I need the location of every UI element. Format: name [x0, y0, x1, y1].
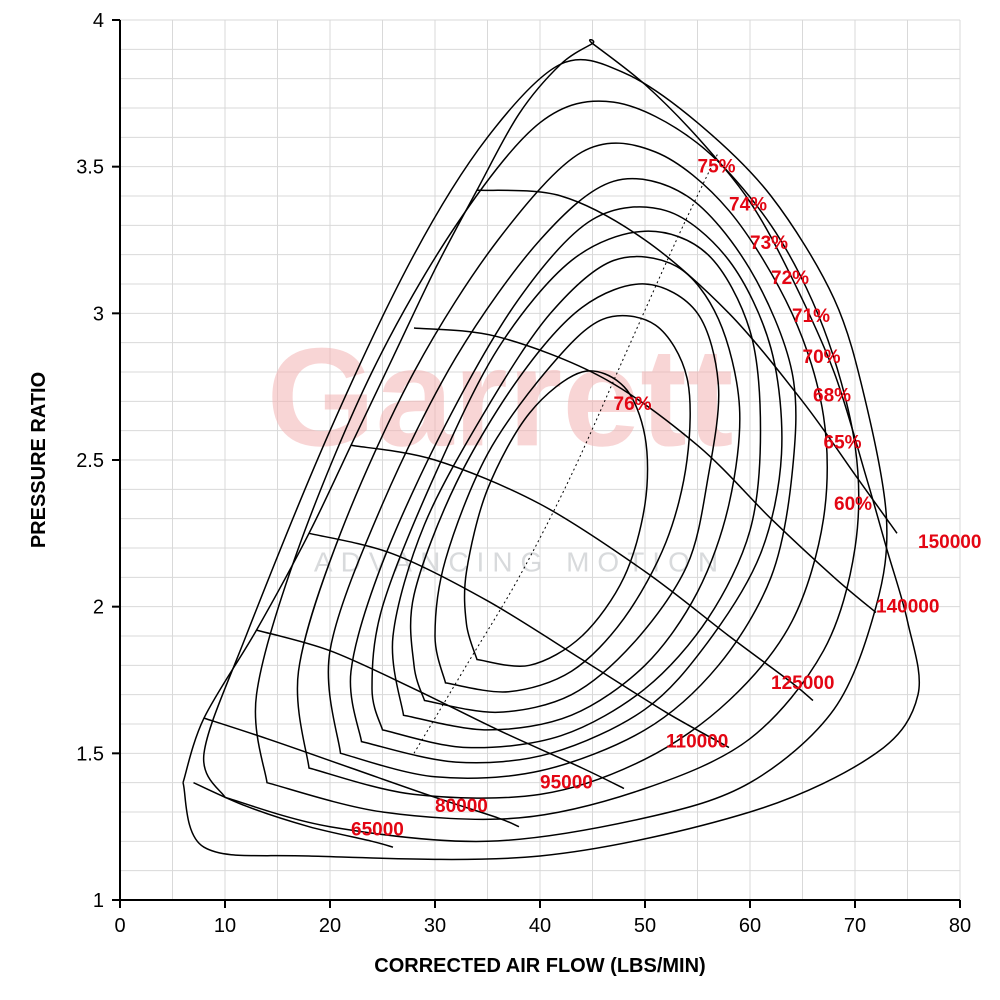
speed-label: 80000 — [435, 796, 488, 817]
speed-label: 140000 — [876, 597, 939, 618]
x-tick-label: 0 — [114, 915, 125, 937]
x-tick-label: 70 — [844, 915, 866, 937]
compressor-map-chart: GarrettADVANCING MOTION01020304050607080… — [0, 0, 1000, 1000]
y-axis-label: PRESSURE RATIO — [28, 372, 50, 548]
x-tick-label: 80 — [949, 915, 971, 937]
x-tick-label: 60 — [739, 915, 761, 937]
y-tick-label: 2.5 — [76, 450, 104, 472]
efficiency-label: 60% — [834, 494, 872, 515]
efficiency-label: 68% — [813, 385, 851, 406]
efficiency-label: 71% — [792, 306, 830, 327]
speed-label: 125000 — [771, 673, 834, 694]
x-axis-label: CORRECTED AIR FLOW (LBS/MIN) — [374, 955, 705, 977]
efficiency-label: 65% — [824, 432, 862, 453]
efficiency-label: 72% — [771, 268, 809, 289]
y-tick-label: 4 — [93, 10, 104, 32]
x-tick-label: 40 — [529, 915, 551, 937]
speed-label: 95000 — [540, 773, 593, 794]
efficiency-label: 76% — [614, 394, 652, 415]
efficiency-label: 73% — [750, 233, 788, 254]
x-tick-label: 10 — [214, 915, 236, 937]
y-tick-label: 1 — [93, 890, 104, 912]
x-tick-label: 50 — [634, 915, 656, 937]
speed-label: 150000 — [918, 532, 981, 553]
y-tick-label: 3.5 — [76, 157, 104, 179]
x-tick-label: 20 — [319, 915, 341, 937]
efficiency-label: 75% — [698, 157, 736, 178]
y-tick-label: 1.5 — [76, 743, 104, 765]
y-tick-label: 2 — [93, 597, 104, 619]
x-tick-label: 30 — [424, 915, 446, 937]
efficiency-label: 74% — [729, 195, 767, 216]
speed-label: 110000 — [666, 731, 728, 752]
efficiency-label: 70% — [803, 347, 841, 368]
y-tick-label: 3 — [93, 303, 104, 325]
speed-label: 65000 — [351, 819, 404, 840]
watermark-sub: ADVANCING MOTION — [314, 546, 726, 577]
